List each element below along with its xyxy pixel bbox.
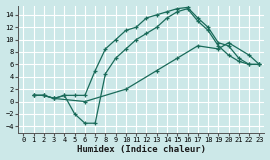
X-axis label: Humidex (Indice chaleur): Humidex (Indice chaleur) [77,145,206,154]
